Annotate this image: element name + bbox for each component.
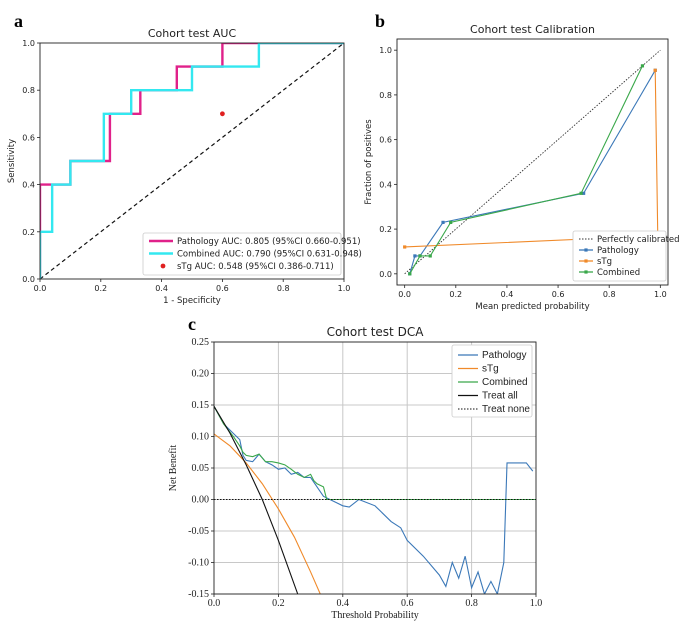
x-axis-label: 1 - Specificity [163, 296, 221, 306]
legend-entry-combined-marker [584, 270, 588, 274]
y-tick-label: -0.05 [188, 526, 209, 537]
x-tick-label: 0.6 [552, 290, 565, 299]
legend-entry-stg-label: sTg AUC: 0.548 (95%CI 0.386-0.711) [177, 262, 334, 272]
x-tick-label: 0.8 [603, 290, 616, 299]
x-tick-label: 1.0 [530, 598, 543, 609]
legend-entry-combined-label: Combined [482, 377, 528, 388]
x-tick-label: 1.0 [338, 284, 351, 293]
series-combined-line [409, 65, 643, 275]
panel-letter-a: a [14, 11, 23, 31]
y-tick-label: 0.2 [22, 228, 35, 237]
y-tick-label: 0.0 [22, 275, 35, 284]
plot-frame [396, 38, 669, 286]
x-tick-label: 0.4 [501, 290, 514, 299]
legend-entry-combined-label: Combined [597, 268, 640, 278]
panel-letter-b: b [375, 11, 385, 31]
legend-entry-stg-swatch [160, 263, 166, 269]
legend-entry-pathology-label: Pathology AUC: 0.805 (95%CI 0.660-0.951) [177, 237, 361, 247]
x-tick-label: 0.0 [208, 598, 221, 609]
panel-letter-c: c [188, 314, 196, 334]
x-axis-label: Mean predicted probability [475, 302, 589, 312]
y-tick-label: 0.6 [22, 133, 35, 142]
series-pathology-marker [441, 220, 445, 224]
y-tick-label: 0.4 [22, 181, 35, 190]
legend-entry-treat-label: Treat none [482, 404, 530, 415]
chart-title: Cohort test AUC [148, 27, 237, 40]
y-tick-label: -0.10 [188, 558, 209, 569]
series-combined-line [214, 405, 536, 501]
series-combined-marker [418, 254, 422, 258]
y-tick-label: 0.4 [379, 180, 392, 189]
series-stg-line [404, 70, 659, 248]
x-tick-label: 0.8 [465, 598, 478, 609]
series-pathology-line [214, 405, 534, 594]
x-tick-label: 0.0 [34, 284, 47, 293]
y-tick-label: 0.10 [192, 432, 210, 443]
y-tick-label: 1.0 [379, 46, 392, 55]
series-combined-marker [579, 191, 583, 195]
x-tick-label: 0.0 [398, 290, 411, 299]
y-tick-label: 0.25 [192, 337, 210, 348]
series-stg-line [214, 433, 321, 594]
legend-box [572, 230, 667, 282]
legend-entry-stg-marker [584, 259, 588, 263]
y-tick-label: 1.0 [22, 39, 35, 48]
series-treat-line [214, 405, 299, 594]
y-tick-label: 0.20 [192, 369, 210, 380]
x-tick-label: 0.2 [449, 290, 462, 299]
series-pathology-line [409, 70, 656, 274]
series-combined-marker [640, 64, 645, 68]
legend-entry-stg-label: sTg [482, 364, 499, 375]
panel-a-roc: Cohort test AUC 0.0 0.2 0.4 0.6 0.8 1.0 0.0 0.2 0… [7, 27, 362, 306]
series-combined-marker [428, 254, 432, 258]
chart-title: Cohort test DCA [327, 325, 425, 339]
legend-entry-pathology-label: Pathology [597, 246, 639, 256]
plot-frame [39, 42, 345, 280]
y-tick-label: 0.2 [379, 225, 392, 234]
y-tick-label: 0.8 [22, 86, 35, 95]
x-tick-label: 0.2 [94, 284, 107, 293]
y-tick-label: -0.15 [188, 589, 209, 600]
legend-entry-pathology-label: Pathology [482, 350, 526, 361]
series-combined-line [40, 43, 344, 279]
legend-box [451, 344, 533, 418]
chart-title: Cohort test Calibration [470, 23, 595, 36]
series-perfectly-line [404, 49, 661, 275]
y-tick-label: 0.0 [379, 270, 392, 279]
x-tick-label: 0.6 [216, 284, 229, 293]
series-pathology-marker [413, 254, 417, 258]
y-tick-label: 0.15 [192, 400, 210, 411]
legend-entry-stg-label: sTg [597, 257, 612, 267]
x-axis-label: Threshold Probability [331, 610, 419, 621]
series-stg-marker [653, 68, 657, 72]
x-tick-label: 1.0 [654, 290, 667, 299]
chance-line [39, 42, 345, 280]
legend-entry-combined-label: Combined AUC: 0.790 (95%CI 0.631-0.948) [177, 250, 362, 260]
series-combined-marker [449, 220, 453, 224]
y-tick-label: 0.00 [192, 495, 210, 506]
y-axis-label: Fraction of positives [364, 119, 374, 205]
x-tick-label: 0.6 [401, 598, 414, 609]
legend-entry-perfectly-label: Perfectly calibrated [597, 235, 680, 245]
series-stg-marker [403, 245, 407, 249]
series-stg-point [220, 111, 225, 117]
x-tick-label: 0.2 [272, 598, 285, 609]
x-tick-label: 0.4 [337, 598, 350, 609]
x-tick-label: 0.4 [155, 284, 168, 293]
legend-box [142, 232, 342, 276]
plot-frame [213, 341, 537, 595]
series-pathology-marker [582, 191, 586, 195]
legend-entry-pathology-marker [584, 248, 588, 252]
y-tick-label: 0.05 [192, 463, 210, 474]
panel-c-dca: Cohort test DCA 0.0 0.2 0.4 0.6 0.8 1.0 -0.15 -0… [168, 325, 542, 621]
y-tick-label: 0.6 [379, 136, 392, 145]
panel-b-calibration: Cohort test Calibration 0.0 0.2 0.4 0.6 0.8 1.… [364, 23, 680, 312]
series-combined-marker [408, 272, 412, 276]
y-tick-label: 0.8 [379, 91, 392, 100]
y-axis-label: Net Benefit [168, 445, 179, 492]
y-axis-label: Sensitivity [7, 139, 17, 183]
x-tick-label: 0.8 [277, 284, 290, 293]
legend-entry-treat-label: Treat all [482, 391, 518, 402]
